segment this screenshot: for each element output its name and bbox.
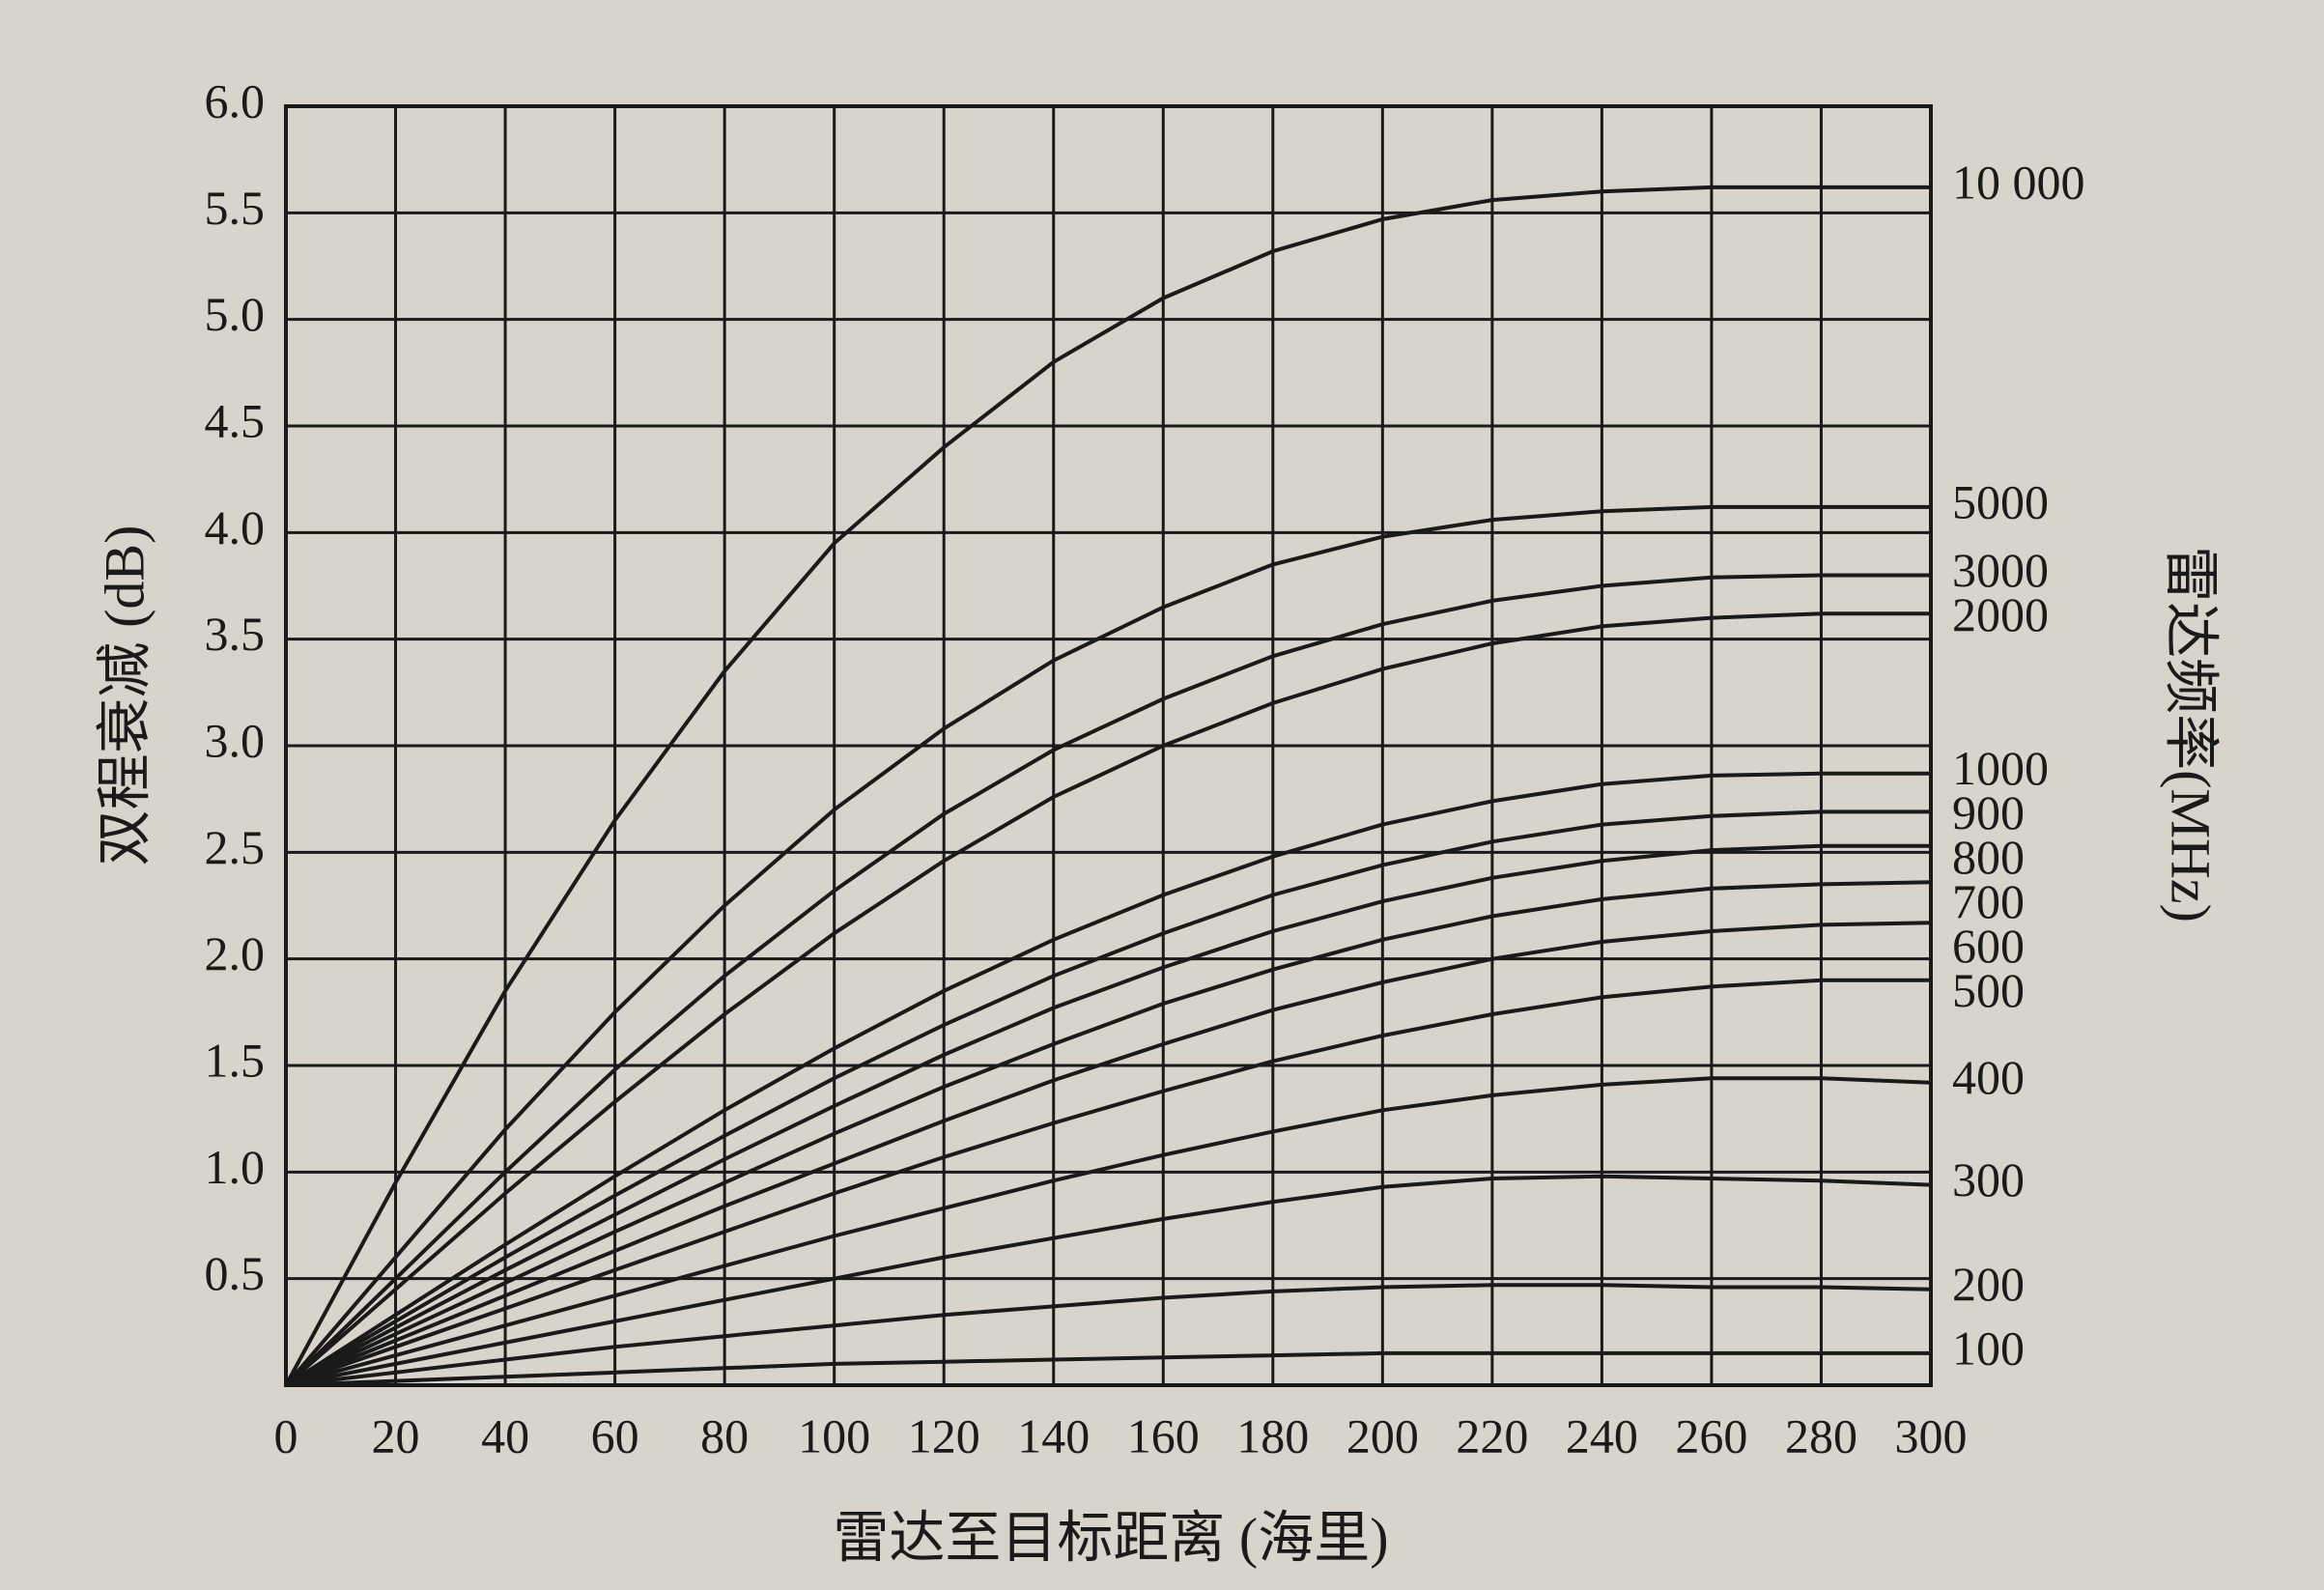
legend-label: 700	[1952, 874, 2025, 928]
legend-label: 400	[1952, 1050, 2025, 1104]
curve	[285, 1076, 1932, 1387]
x-axis-title: 雷达至目标距离 (海里)	[833, 1506, 1388, 1569]
legend-label: 800	[1952, 830, 2025, 884]
x-tick-label: 280	[1785, 1408, 1857, 1462]
curve	[285, 1350, 1931, 1387]
curve	[285, 978, 1931, 1387]
y-tick-label: 5.0	[205, 287, 266, 341]
x-tick-label: 220	[1456, 1408, 1528, 1462]
legend-label: 200	[1952, 1257, 2025, 1311]
y-tick-label: 4.5	[205, 393, 266, 447]
y-tick-label: 3.5	[205, 607, 266, 661]
legend-label: 600	[1952, 919, 2025, 973]
x-tick-label: 20	[372, 1408, 420, 1462]
curve	[284, 809, 1931, 1387]
legend-label: 500	[1952, 963, 2025, 1017]
curve	[284, 573, 1931, 1387]
x-tick-label: 100	[798, 1408, 870, 1462]
x-tick-label: 240	[1566, 1408, 1638, 1462]
legend-label: 900	[1952, 785, 2025, 839]
legend-label: 100	[1952, 1320, 2025, 1375]
curve	[284, 185, 1931, 1386]
y-tick-label: 2.5	[205, 820, 266, 874]
y-tick-label: 5.5	[205, 181, 266, 235]
x-tick-label: 80	[700, 1408, 749, 1462]
x-tick-label: 260	[1675, 1408, 1747, 1462]
y-axis-title: 双程衰减 (dB)	[93, 525, 156, 866]
legend-label: 3000	[1952, 543, 2049, 597]
curve	[285, 921, 1932, 1387]
legend-label: 1000	[1952, 741, 2049, 795]
x-tick-label: 120	[908, 1408, 980, 1462]
legend-title: 雷达频率(MHz)	[2160, 546, 2223, 923]
x-tick-label: 60	[591, 1408, 639, 1462]
legend-label: 2000	[1952, 587, 2049, 641]
x-tick-label: 180	[1236, 1408, 1309, 1462]
x-tick-label: 160	[1127, 1408, 1200, 1462]
y-tick-label: 2.0	[205, 926, 266, 980]
y-tick-label: 1.5	[205, 1033, 266, 1087]
legend-label: 10 000	[1952, 155, 2085, 209]
y-tick-label: 0.5	[205, 1246, 266, 1300]
curve	[285, 880, 1932, 1387]
curve	[285, 1283, 1932, 1387]
x-tick-label: 0	[274, 1408, 298, 1462]
y-tick-label: 4.0	[205, 500, 266, 554]
legend-label: 5000	[1952, 474, 2049, 528]
y-tick-label: 1.0	[205, 1140, 266, 1194]
x-tick-label: 140	[1017, 1408, 1090, 1462]
y-tick-label: 6.0	[205, 73, 266, 128]
curve	[285, 1174, 1932, 1387]
x-tick-label: 300	[1895, 1408, 1968, 1462]
curve	[285, 843, 1931, 1387]
legend-label: 300	[1952, 1152, 2025, 1207]
curve	[284, 771, 1931, 1387]
x-tick-label: 200	[1346, 1408, 1419, 1462]
x-tick-label: 40	[481, 1408, 529, 1462]
plot-frame	[284, 104, 1933, 1387]
curve	[284, 504, 1931, 1387]
y-tick-label: 3.0	[205, 713, 266, 767]
curve	[284, 611, 1931, 1387]
